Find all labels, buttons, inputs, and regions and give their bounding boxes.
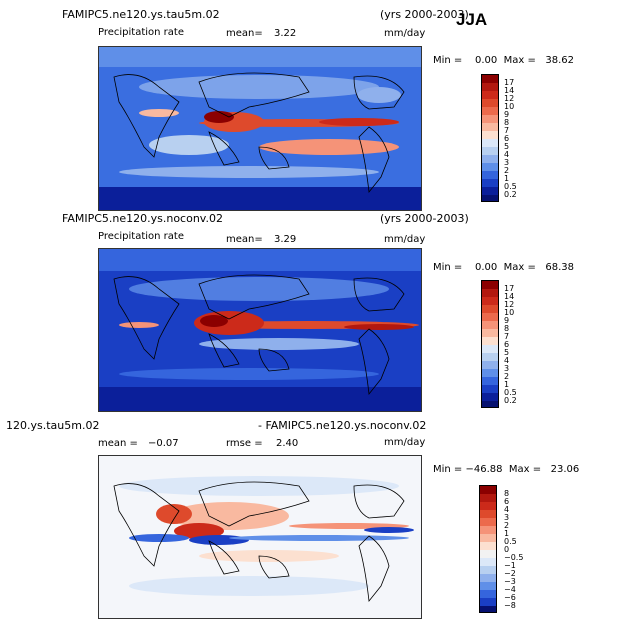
panel3-title-left: 120.ys.tau5m.02	[6, 419, 100, 432]
cbar1-tick: 9	[504, 110, 510, 119]
panel1-mean-value: 3.22	[274, 28, 297, 39]
cbar3-tick: 8	[504, 489, 510, 498]
cbar2-tick: 7	[504, 332, 510, 341]
cbar1-tick: 1	[504, 174, 510, 183]
panel1-colorbar	[481, 74, 499, 202]
cbar2-tick: 0.2	[504, 396, 517, 405]
panel3-map-svg	[99, 456, 421, 618]
cbar1-tick: 3	[504, 158, 510, 167]
cbar2-tick: 9	[504, 316, 510, 325]
panel1-map	[98, 46, 422, 211]
cbar3-tick: 2	[504, 521, 510, 530]
cbar3-tick: −2	[504, 569, 516, 578]
panel3-range: Min = −46.88 Max = 23.06	[433, 464, 580, 475]
cbar1-tick: 2	[504, 166, 510, 175]
panel2-mean-label: mean=	[226, 234, 263, 245]
panel1-range: Min = 0.00 Max = 38.62	[433, 55, 575, 66]
panel3-units: mm/day	[384, 437, 426, 448]
cbar1-tick: 4	[504, 150, 510, 159]
panel3-colorbar	[479, 485, 497, 613]
cbar2-tick: 5	[504, 348, 510, 357]
panel2-variable: Precipitation rate	[98, 231, 184, 242]
panel1-units: mm/day	[384, 28, 426, 39]
cbar1-tick: 17	[504, 78, 515, 87]
panel2-colorbar	[481, 280, 499, 408]
panel1-mean-label: mean=	[226, 28, 263, 39]
panel3-rmse-value: 2.40	[276, 438, 299, 449]
panel1-map-svg	[99, 47, 421, 210]
cbar2-tick: 1	[504, 380, 510, 389]
cbar2-tick: 14	[504, 292, 515, 301]
panel3-map	[98, 455, 422, 619]
cbar2-tick: 17	[504, 284, 515, 293]
panel3-title-right: - FAMIPC5.ne120.ys.noconv.02	[258, 419, 427, 432]
cbar1-tick: 0.2	[504, 190, 517, 199]
panel2-title-right: (yrs 2000-2003)	[380, 212, 469, 225]
panel1-variable: Precipitation rate	[98, 27, 184, 38]
cbar3-tick: −0.5	[504, 553, 524, 562]
cbar3-tick: 0.5	[504, 537, 517, 546]
cbar1-tick: 0.5	[504, 182, 517, 191]
panel3-mean-value: −0.07	[148, 438, 179, 449]
cbar3-tick: 6	[504, 497, 510, 506]
cbar1-tick: 10	[504, 102, 515, 111]
cbar1-tick: 14	[504, 86, 515, 95]
cbar1-tick: 12	[504, 94, 515, 103]
cbar2-tick: 8	[504, 324, 510, 333]
cbar3-tick: 4	[504, 505, 510, 514]
cbar2-tick: 10	[504, 308, 515, 317]
cbar2-tick: 3	[504, 364, 510, 373]
cbar3-tick: −6	[504, 593, 516, 602]
cbar1-tick: 5	[504, 142, 510, 151]
cbar1-tick: 6	[504, 134, 510, 143]
cbar3-tick: −8	[504, 601, 516, 610]
cbar1-tick: 8	[504, 118, 510, 127]
cbar2-tick: 0.5	[504, 388, 517, 397]
panel1-title-left: FAMIPC5.ne120.ys.tau5m.02	[62, 8, 220, 21]
cbar2-tick: 2	[504, 372, 510, 381]
cbar3-tick: −3	[504, 577, 516, 586]
panel2-mean-value: 3.29	[274, 234, 297, 245]
panel2-range: Min = 0.00 Max = 68.38	[433, 262, 575, 273]
panel3-mean-label: mean =	[98, 438, 138, 449]
cbar3-tick: 0	[504, 545, 510, 554]
cbar2-tick: 4	[504, 356, 510, 365]
panel2-map	[98, 248, 422, 412]
cbar3-tick: 1	[504, 529, 510, 538]
panel2-map-svg	[99, 249, 421, 411]
panel1-title-right: (yrs 2000-2003)	[380, 8, 469, 21]
cbar2-tick: 12	[504, 300, 515, 309]
cbar2-tick: 6	[504, 340, 510, 349]
cbar3-tick: 3	[504, 513, 510, 522]
cbar3-tick: −1	[504, 561, 516, 570]
cbar3-tick: −4	[504, 585, 516, 594]
panel2-units: mm/day	[384, 234, 426, 245]
panel3-rmse-label: rmse =	[226, 438, 263, 449]
cbar1-tick: 7	[504, 126, 510, 135]
panel2-title-left: FAMIPC5.ne120.ys.noconv.02	[62, 212, 223, 225]
season-label: JJA	[456, 10, 488, 29]
